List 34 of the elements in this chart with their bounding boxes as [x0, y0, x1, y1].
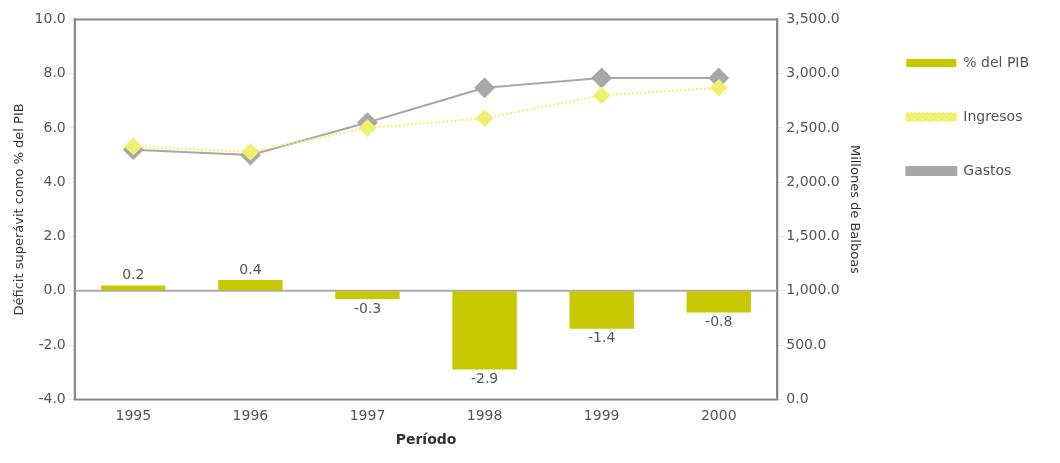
y-tick-label: 2.0 [43, 227, 66, 244]
data-label: -0.3 [353, 299, 382, 316]
x-tick-label: 2000 [700, 407, 737, 424]
y2-axis-title: Millones de Balboas [848, 144, 864, 275]
y2-tick-label: 3,000.0 [786, 64, 840, 81]
y2-tick-label: 500.0 [786, 335, 827, 352]
y-tick-label: 10.0 [34, 10, 66, 27]
y2-tick-label: 2,500.0 [786, 118, 840, 135]
y2-tick-label: 1,000.0 [786, 281, 840, 298]
y2-tick-label: 2,000.0 [786, 172, 840, 189]
y-tick-label: 8.0 [43, 64, 66, 81]
x-tick-label: 1995 [115, 407, 152, 424]
y2-tick-label: 1,500.0 [786, 227, 840, 244]
y-tick-label: 0.0 [43, 281, 66, 298]
x-tick-label: 1999 [583, 407, 620, 424]
data-label: 0.2 [122, 266, 145, 283]
legend-label: Gastos [963, 161, 1012, 178]
x-axis-title: Período [395, 431, 457, 448]
y-tick-label: 4.0 [43, 172, 66, 189]
y2-tick-label: 3,500.0 [786, 10, 840, 27]
y-axis-title: Déficit superávit como % del PIB [11, 103, 27, 316]
y-tick-label: -2.0 [38, 335, 66, 352]
y-tick-label: -4.0 [38, 390, 66, 407]
data-label: -2.9 [470, 370, 499, 387]
y-tick-label: 6.0 [43, 118, 66, 135]
legend-label: Ingresos [963, 107, 1023, 124]
x-tick-label: 1996 [232, 407, 269, 424]
legend-label: % del PIB [963, 53, 1030, 70]
x-tick-label: 1998 [466, 407, 503, 424]
data-label: 0.4 [239, 260, 262, 277]
data-label: -0.8 [705, 313, 733, 330]
data-label: -1.4 [588, 329, 616, 346]
y2-tick-label: 0.0 [786, 390, 809, 407]
x-tick-label: 1997 [349, 407, 386, 424]
